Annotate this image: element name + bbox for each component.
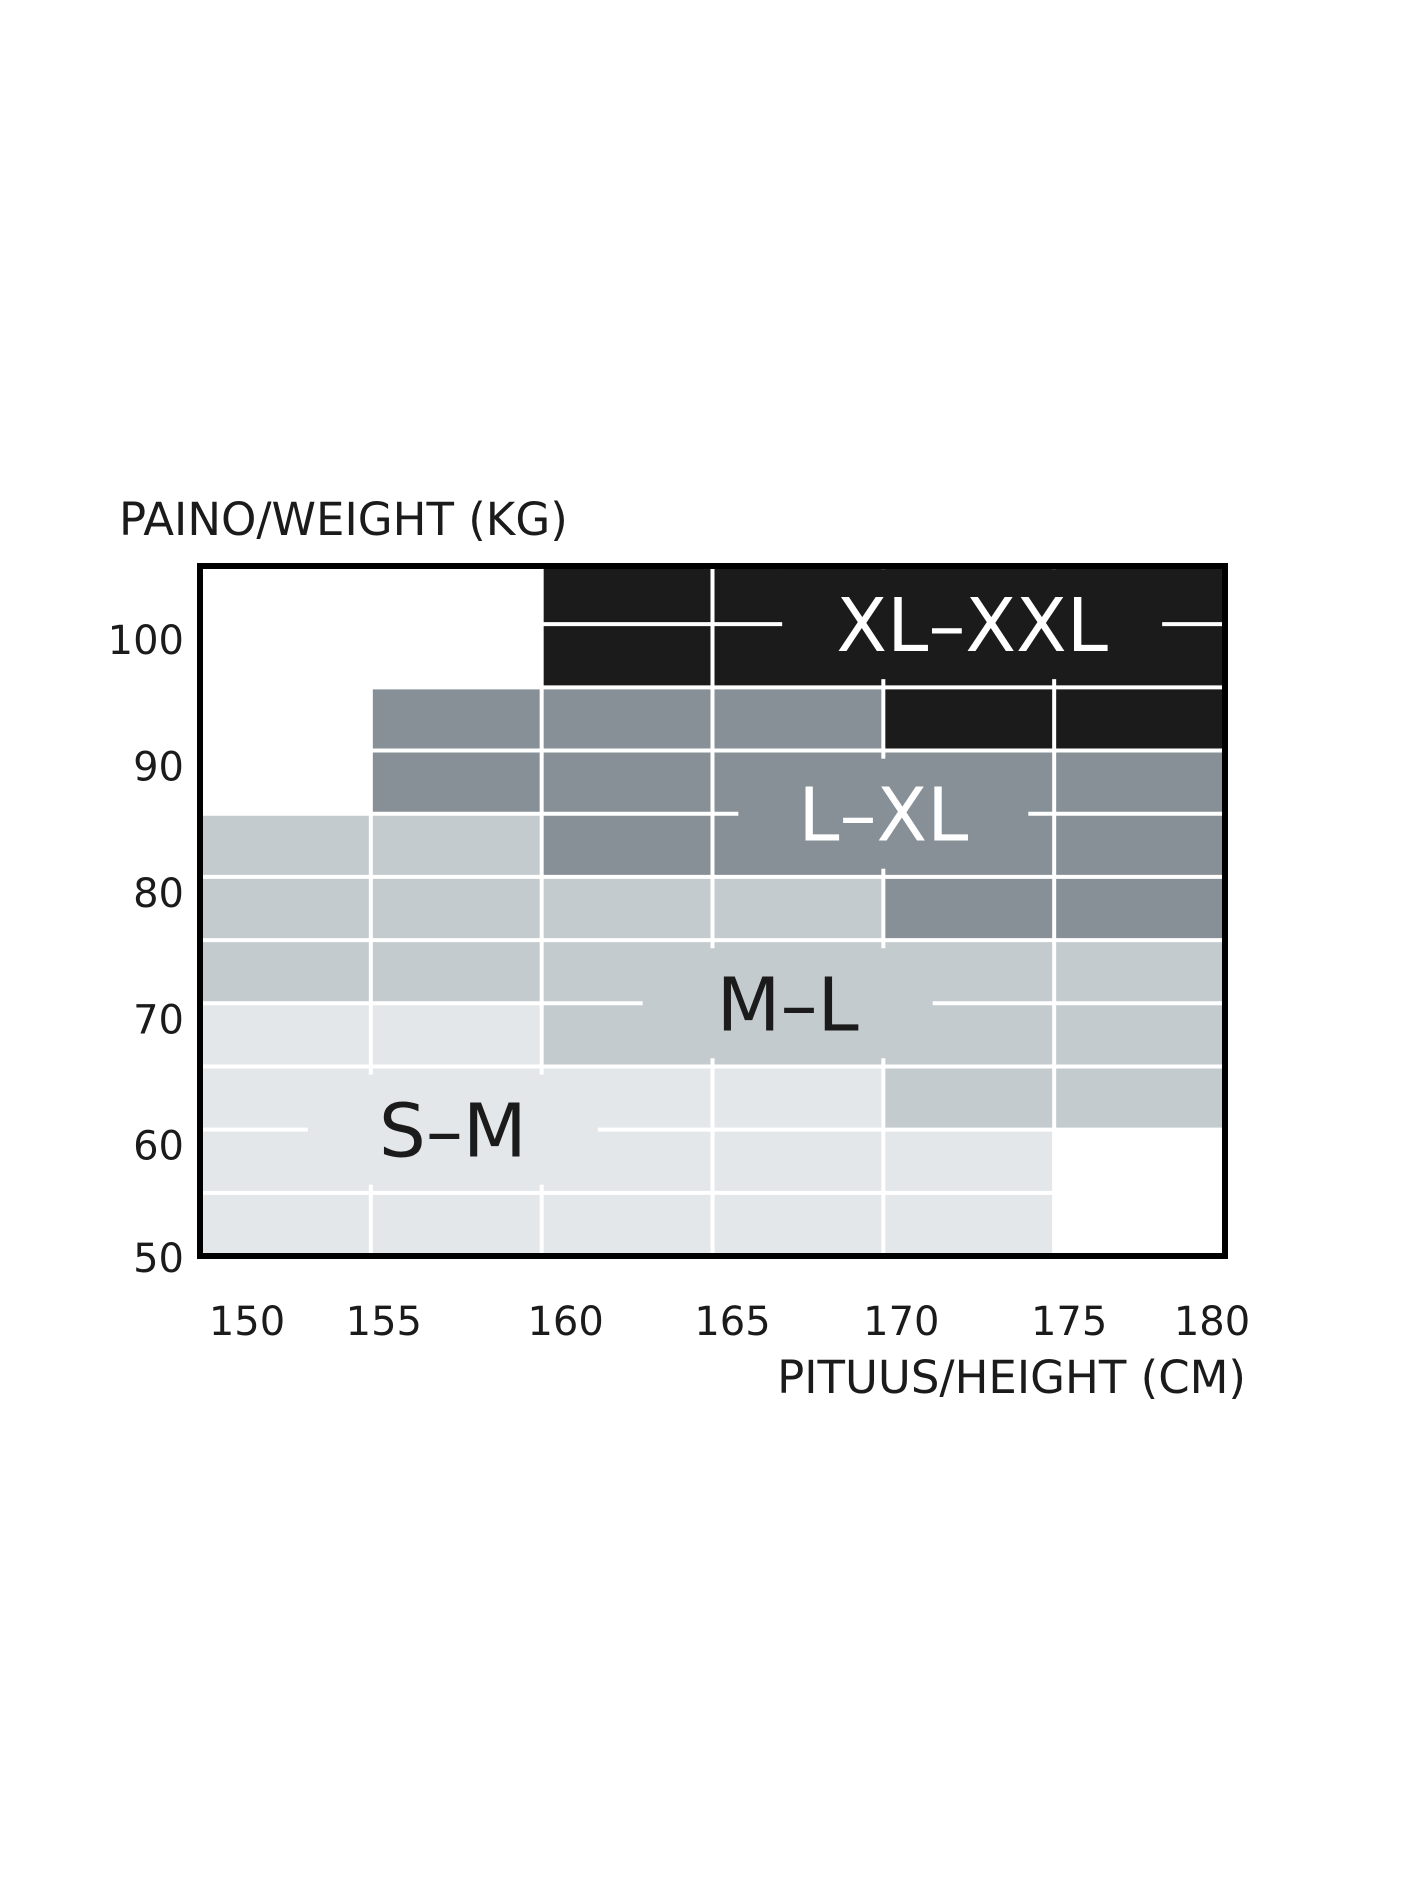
size-label: S–M	[379, 1089, 527, 1175]
size-cell	[1054, 940, 1225, 1130]
size-cell	[541, 687, 713, 877]
y-tick-label: 90	[133, 745, 184, 791]
y-tick-labels: 100 90 80 70 60 50	[108, 618, 184, 1282]
y-axis-title: PAINO/WEIGHT (KG)	[119, 493, 568, 546]
x-tick-label: 155	[346, 1299, 422, 1345]
y-tick-label: 50	[133, 1236, 184, 1282]
x-tick-label: 165	[694, 1299, 770, 1345]
x-tick-label: 170	[863, 1299, 939, 1345]
chart-border	[197, 563, 1228, 1259]
y-tick-label: 80	[133, 871, 184, 917]
size-cell	[200, 813, 371, 1004]
size-cell	[712, 1066, 884, 1256]
y-tick-label: 100	[108, 618, 184, 664]
x-tick-label: 150	[209, 1299, 285, 1345]
label-gap	[782, 569, 1163, 680]
size-label: M–L	[717, 962, 859, 1048]
x-tick-label: 175	[1031, 1299, 1107, 1345]
size-labels: S–M M–L L–XL XL–XXL	[307, 569, 1163, 1185]
label-gap	[642, 948, 933, 1059]
size-label: L–XL	[798, 773, 968, 859]
x-axis-title: PITUUS/HEIGHT (CM)	[777, 1351, 1246, 1404]
size-cell	[1054, 750, 1225, 941]
empty-area	[1054, 1129, 1225, 1256]
x-tick-labels: 150 155 160 165 170 175 180	[209, 1299, 1250, 1345]
size-cell	[370, 813, 542, 1004]
x-tick-label: 180	[1174, 1299, 1250, 1345]
y-tick-label: 70	[133, 997, 184, 1043]
size-cell	[541, 566, 713, 688]
x-tick-label: 160	[527, 1299, 603, 1345]
size-label: XL–XXL	[836, 583, 1108, 669]
grid-lines	[200, 566, 1225, 1256]
y-tick-label: 60	[133, 1124, 184, 1170]
label-gap	[307, 1074, 598, 1185]
label-gap	[738, 758, 1029, 869]
empty-area	[200, 566, 542, 688]
